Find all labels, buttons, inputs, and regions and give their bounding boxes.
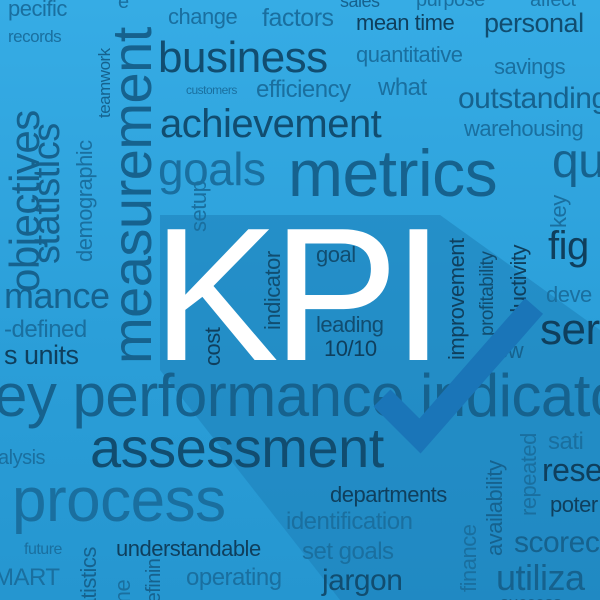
word-outstanding: outstanding [458, 82, 600, 115]
word-units: s units [4, 340, 79, 370]
word-mance: mance [4, 275, 110, 316]
word-personal: personal [484, 8, 584, 38]
word-process: process [12, 466, 226, 535]
kpi-letter-k: K [152, 189, 279, 401]
word-utiliza: utiliza [496, 557, 585, 598]
word-purpose: purpose [416, 0, 485, 11]
word-rese: rese [542, 452, 600, 488]
word-pecific: pecific [8, 0, 67, 21]
word-customers: customers [186, 83, 237, 97]
word-set-goals: set goals [302, 538, 394, 565]
word-understandable: understandable [116, 536, 261, 561]
word-success: success [500, 594, 562, 600]
word-devel: deve [546, 282, 592, 307]
word-satis: sati [548, 428, 584, 455]
word-analysis: alysis [0, 447, 46, 469]
kpi-letter-p: P [272, 189, 399, 401]
word-what: what [378, 74, 427, 101]
word-jargon: jargon [322, 564, 403, 597]
word-records: records [8, 27, 62, 46]
word-business: business [158, 33, 328, 82]
word-affect: affect [530, 0, 576, 11]
word-ser: ser [540, 305, 600, 354]
word-metrics: metrics [288, 136, 498, 210]
word-defined: -defined [4, 316, 87, 343]
word-warehousing: warehousing [464, 116, 584, 141]
word-qu: qu [552, 135, 600, 188]
word-goals: goals [158, 143, 266, 195]
word-smart: MART [0, 564, 60, 591]
word-savings: savings [494, 54, 566, 79]
word-key-performance: ey performance indicato [0, 362, 600, 429]
word-departments: departments [330, 482, 447, 507]
word-poter: poter [550, 492, 598, 517]
word-e: e [118, 0, 129, 13]
word-identification: identification [286, 508, 413, 535]
word-quantitative: quantitative [356, 42, 463, 67]
word-assessment: assessment [90, 416, 384, 479]
word-factors: factors [262, 4, 334, 32]
word-efficiency: efficiency [256, 76, 351, 103]
word-change: change [168, 4, 238, 29]
word-operating: operating [186, 564, 282, 591]
word-scorec: scorec [514, 526, 600, 559]
word-leading: leading [316, 312, 384, 337]
word-mean-time: mean time [356, 10, 455, 35]
kpi-letter-i: I [392, 189, 445, 401]
word-achievement: achievement [160, 102, 382, 146]
word-fig: fig [548, 224, 589, 268]
word-goal: goal [316, 242, 356, 267]
word-future: future [24, 541, 62, 558]
word-sales: sales [340, 0, 380, 11]
word-score-1010: 10/10 [324, 336, 377, 361]
